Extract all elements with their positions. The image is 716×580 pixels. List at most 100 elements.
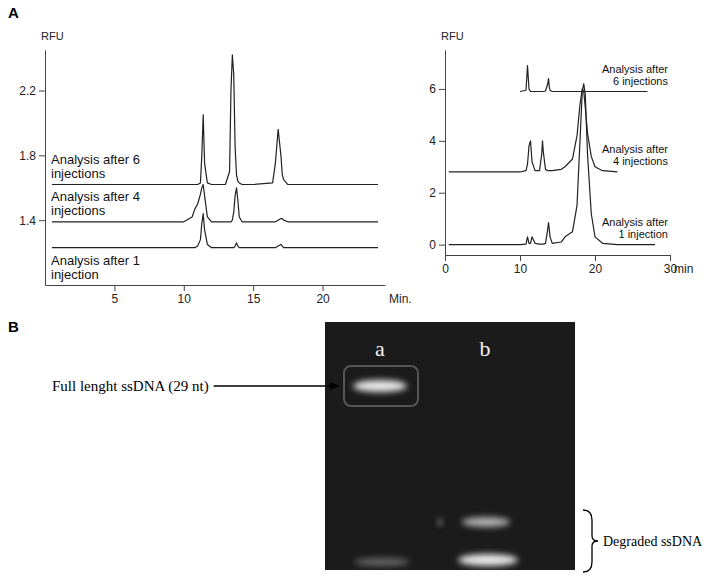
figure: AB51015201.41.82.2RFUMin.Analysis after …: [0, 0, 716, 580]
bracket-label: Degraded ssDNA: [603, 534, 703, 549]
trace-label: Analysis after6 injections: [602, 63, 669, 87]
gel-band: [458, 554, 518, 566]
x-tick-mark: [253, 285, 254, 291]
x-tick-label: 20: [316, 292, 330, 306]
x-tick-mark: [670, 255, 671, 261]
x-tick: 20: [316, 285, 330, 306]
trace: [449, 89, 618, 172]
bracket: [583, 510, 598, 572]
x-tick: 0: [442, 255, 449, 276]
trace-label-line: Analysis after 4: [51, 189, 140, 204]
y-tick: 0: [429, 238, 445, 252]
y-tick: 1.4: [19, 214, 45, 228]
gel-band: [462, 517, 510, 527]
y-tick-mark: [439, 245, 445, 246]
x-axis-line: [46, 285, 386, 286]
trace-labels: Analysis after 6injectionsAnalysis after…: [51, 152, 140, 282]
trace: [52, 55, 378, 185]
y-tick-label: 2.2: [19, 84, 36, 98]
x-tick: 15: [247, 285, 261, 306]
gel-image: [325, 322, 575, 570]
x-tick-mark: [520, 255, 521, 261]
x-tick: 10: [178, 285, 192, 306]
gel-band: [438, 520, 443, 525]
panel-letter: A: [8, 4, 19, 21]
arrow-head: [330, 382, 340, 390]
x-tick-label: 10: [514, 262, 528, 276]
x-axis-line: [446, 255, 671, 256]
x-axis-title: min: [674, 262, 693, 276]
trace: [52, 214, 378, 248]
trace-label-line: Analysis after 6: [51, 152, 140, 167]
panel-letter: B: [8, 318, 19, 335]
x-axis-title: Min.: [389, 292, 412, 306]
gel-band: [354, 558, 410, 566]
x-tick-mark: [323, 285, 324, 291]
trace: [52, 185, 378, 222]
gel-panel: a b Full lenght ssDNA (29 nt) Degraded ssDN…: [52, 322, 703, 572]
y-axis: 1.4 1.8 2.2: [19, 51, 45, 286]
x-axis: 5 10 15 20: [46, 285, 386, 306]
y-axis-title: RFU: [41, 30, 64, 42]
y-tick-mark: [39, 155, 45, 156]
y-tick-label: 4: [429, 134, 436, 148]
x-tick-mark: [595, 255, 596, 261]
trace-label-line: Analysis after: [602, 63, 668, 75]
y-axis-line: [45, 51, 46, 286]
y-tick-label: 1.8: [19, 149, 36, 163]
trace-label: Analysis after 1injection: [51, 253, 140, 282]
x-tick-label: 10: [178, 292, 192, 306]
trace-label: Analysis after1 injection: [602, 216, 668, 240]
band-label: Full lenght ssDNA (29 nt): [52, 378, 209, 395]
x-tick: 10: [514, 255, 528, 276]
y-tick-mark: [39, 91, 45, 92]
y-tick-mark: [439, 193, 445, 194]
trace-label-line: injections: [51, 166, 106, 181]
trace-label-line: Analysis after: [602, 143, 668, 155]
gel-band: [353, 380, 407, 392]
x-tick-mark: [445, 255, 446, 261]
y-tick: 4: [429, 134, 445, 148]
x-axis: 0102030: [442, 255, 677, 276]
y-tick-mark: [439, 141, 445, 142]
x-tick-label: 5: [112, 292, 119, 306]
band-box: [344, 366, 418, 406]
x-tick-mark: [114, 285, 115, 291]
x-tick-label: 15: [247, 292, 261, 306]
y-axis-line: [445, 51, 446, 256]
x-tick-label: 20: [589, 262, 603, 276]
trace-label-line: injection: [51, 267, 99, 282]
y-tick-label: 1.4: [19, 214, 36, 228]
y-tick: 6: [429, 82, 445, 96]
plot-area: [52, 55, 378, 248]
trace-label-line: injections: [51, 203, 106, 218]
arrow-shaft: [214, 385, 332, 387]
y-tick-mark: [39, 220, 45, 221]
chart: 01020300246RFUminAnalysis after6 injecti…: [429, 30, 693, 276]
trace-label-line: Analysis after 1: [51, 253, 140, 268]
y-tick: 2.2: [19, 84, 45, 98]
y-tick: 1.8: [19, 149, 45, 163]
y-axis-title: RFU: [441, 30, 464, 42]
trace-labels: Analysis after6 injectionsAnalysis after…: [602, 63, 669, 240]
trace-label-line: Analysis after: [602, 216, 668, 228]
trace-label: Analysis after4 injections: [602, 143, 669, 167]
y-axis: 0 2 4 6: [429, 51, 445, 256]
trace-label: Analysis after 6injections: [51, 152, 140, 181]
x-tick-label: 0: [442, 262, 449, 276]
y-tick-mark: [439, 89, 445, 90]
lane-label: a: [375, 336, 385, 361]
chart: 51015201.41.82.2RFUMin.Analysis after 6i…: [19, 30, 411, 306]
trace-label-line: 6 injections: [613, 75, 669, 87]
y-tick-label: 6: [429, 82, 436, 96]
x-tick: 5: [112, 285, 119, 306]
x-tick-mark: [184, 285, 185, 291]
y-tick-label: 0: [429, 238, 436, 252]
lane-label: b: [480, 336, 491, 361]
trace-label: Analysis after 4injections: [51, 189, 140, 218]
x-tick: 20: [589, 255, 603, 276]
trace-label-line: 1 injection: [618, 228, 668, 240]
y-tick-label: 2: [429, 186, 436, 200]
y-tick: 2: [429, 186, 445, 200]
trace-label-line: 4 injections: [613, 155, 669, 167]
